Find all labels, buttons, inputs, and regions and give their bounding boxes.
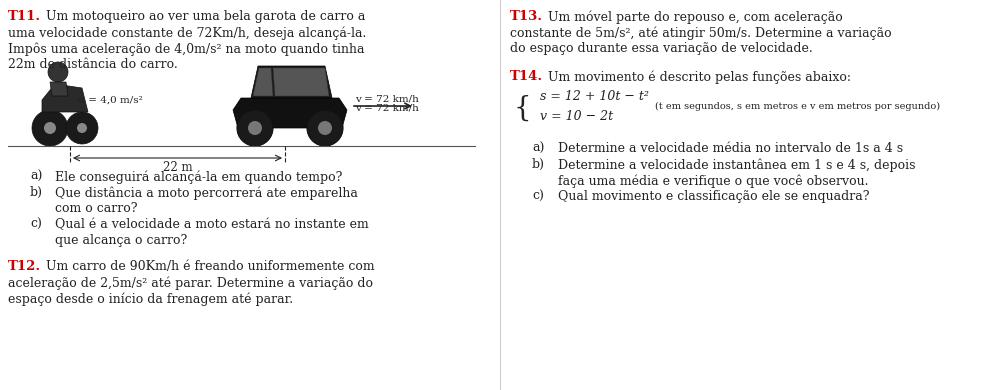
Text: T14.: T14.	[510, 70, 544, 83]
Polygon shape	[253, 68, 273, 96]
Text: Determine a velocidade média no intervalo de 1s a 4 s: Determine a velocidade média no interval…	[558, 142, 903, 155]
Text: a): a)	[30, 170, 43, 183]
Text: a): a)	[532, 142, 545, 155]
Circle shape	[77, 123, 87, 133]
Text: Qual movimento e classificação ele se enquadra?: Qual movimento e classificação ele se en…	[558, 190, 870, 203]
Text: v = 72 km/h: v = 72 km/h	[355, 103, 419, 112]
Text: b): b)	[532, 158, 545, 171]
Text: com o carro?: com o carro?	[55, 202, 138, 215]
Polygon shape	[42, 84, 88, 112]
Text: c): c)	[532, 190, 544, 203]
Text: espaço desde o início da frenagem até parar.: espaço desde o início da frenagem até pa…	[8, 292, 293, 305]
Circle shape	[237, 110, 273, 146]
Circle shape	[248, 121, 262, 135]
Circle shape	[318, 121, 332, 135]
Polygon shape	[273, 68, 329, 96]
Circle shape	[32, 110, 68, 146]
Text: Determine a velocidade instantânea em 1 s e 4 s, depois: Determine a velocidade instantânea em 1 …	[558, 158, 916, 172]
Text: constante de 5m/s², até atingir 50m/s. Determine a variação: constante de 5m/s², até atingir 50m/s. D…	[510, 26, 892, 39]
Text: Ele conseguirá alcançá-la em quando tempo?: Ele conseguirá alcançá-la em quando temp…	[55, 170, 342, 184]
Text: aceleração de 2,5m/s² até parar. Determine a variação do: aceleração de 2,5m/s² até parar. Determi…	[8, 276, 373, 289]
Text: uma velocidade constante de 72Km/h, deseja alcançá-la.: uma velocidade constante de 72Km/h, dese…	[8, 26, 366, 39]
Circle shape	[307, 110, 343, 146]
Text: Um móvel parte do repouso e, com aceleração: Um móvel parte do repouso e, com acelera…	[548, 10, 843, 23]
Text: 22 m: 22 m	[163, 161, 192, 174]
Text: Que distância a moto percorrerá ate emparelha: Que distância a moto percorrerá ate empa…	[55, 186, 358, 200]
Text: (t em segundos, s em metros e v em metros por segundo): (t em segundos, s em metros e v em metro…	[655, 101, 940, 110]
Text: α = 4,0 m/s²: α = 4,0 m/s²	[78, 96, 143, 105]
Polygon shape	[50, 82, 68, 96]
Text: Qual é a velocidade a moto estará no instante em: Qual é a velocidade a moto estará no ins…	[55, 218, 369, 231]
Text: Impôs uma aceleração de 4,0m/s² na moto quando tinha: Impôs uma aceleração de 4,0m/s² na moto …	[8, 42, 364, 55]
Text: T13.: T13.	[510, 10, 543, 23]
Text: Um movimento é descrito pelas funções abaixo:: Um movimento é descrito pelas funções ab…	[548, 70, 851, 83]
Text: que alcança o carro?: que alcança o carro?	[55, 234, 187, 247]
Text: faça uma média e verifique o que você observou.: faça uma média e verifique o que você ob…	[558, 174, 869, 188]
Text: Um motoqueiro ao ver uma bela garota de carro a: Um motoqueiro ao ver uma bela garota de …	[46, 10, 365, 23]
Text: v = 72 km/h: v = 72 km/h	[355, 94, 419, 103]
Polygon shape	[251, 66, 332, 98]
Text: T11.: T11.	[8, 10, 41, 23]
Text: 22m de distância do carro.: 22m de distância do carro.	[8, 58, 178, 71]
Text: b): b)	[30, 186, 43, 199]
Text: T12.: T12.	[8, 260, 41, 273]
Text: do espaço durante essa variação de velocidade.: do espaço durante essa variação de veloc…	[510, 42, 812, 55]
Text: c): c)	[30, 218, 42, 231]
Text: v = 10 − 2t: v = 10 − 2t	[540, 110, 613, 123]
Text: {: {	[513, 94, 531, 122]
Circle shape	[44, 122, 56, 134]
Polygon shape	[233, 98, 347, 128]
Text: Um carro de 90Km/h é freando uniformemente com: Um carro de 90Km/h é freando uniformemen…	[46, 260, 375, 273]
Circle shape	[66, 112, 98, 144]
Text: s = 12 + 10t − t²: s = 12 + 10t − t²	[540, 90, 649, 103]
Circle shape	[48, 62, 68, 82]
